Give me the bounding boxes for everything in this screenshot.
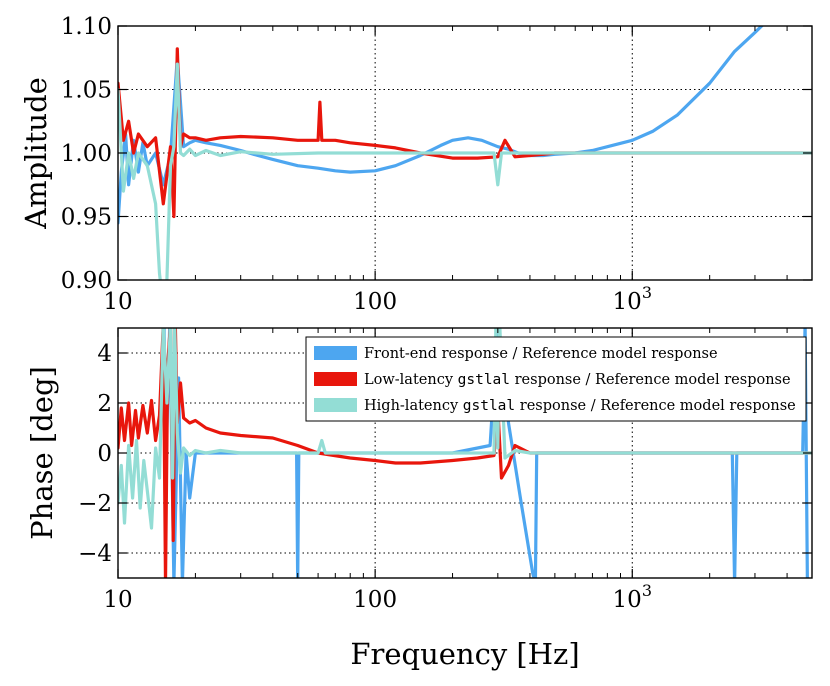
phase-y-axis-label: Phase [deg] xyxy=(25,366,59,540)
legend-box xyxy=(305,336,807,422)
phase-series-line-2 xyxy=(118,328,812,578)
phase-y-tick-label: 0 xyxy=(97,441,112,467)
amplitude-x-tick-label: 103 xyxy=(613,283,652,315)
legend-code-text: gstlal xyxy=(458,372,510,388)
legend-text-part: Low-latency xyxy=(364,372,458,388)
phase-y-tick-label: 4 xyxy=(97,341,112,367)
legend: Front-end response / Reference model res… xyxy=(305,336,807,422)
phase-panel: 10 100 103 −4 −2 0 2 4 Phase [deg] Frequency [H… xyxy=(25,327,813,671)
phase-x-tick-label: 100 xyxy=(353,587,397,613)
legend-text-part: response / Reference model response xyxy=(510,372,791,388)
legend-entry-label: Front-end response / Reference model res… xyxy=(364,346,718,362)
phase-x-tick-label: 10 xyxy=(103,587,132,613)
phase-y-tick-label: −4 xyxy=(78,541,112,567)
amplitude-x-tick-exponent: 3 xyxy=(642,283,652,302)
legend-swatch xyxy=(314,372,357,386)
legend-code-text: gstlal xyxy=(463,398,515,414)
amplitude-y-tick-label: 1.10 xyxy=(61,14,112,40)
legend-text-part: High-latency xyxy=(364,398,463,414)
phase-x-tick-label: 103 xyxy=(613,581,652,613)
amplitude-y-tick-label: 0.95 xyxy=(61,205,112,231)
amplitude-y-axis-label: Amplitude xyxy=(19,77,53,230)
amplitude-y-tick-label: 1.00 xyxy=(61,141,112,167)
phase-tick-labels: 10 100 103 −4 −2 0 2 4 xyxy=(78,341,652,613)
amplitude-y-tick-label: 1.05 xyxy=(61,78,112,104)
amplitude-series-line-1 xyxy=(118,26,764,225)
amplitude-ticks xyxy=(117,25,812,281)
frequency-x-axis-label: Frequency [Hz] xyxy=(350,637,579,671)
legend-swatch xyxy=(314,346,357,360)
phase-x-tick-exponent: 3 xyxy=(642,581,652,600)
amplitude-tick-labels: 10 100 103 0.90 0.95 1.00 1.05 1.10 xyxy=(61,14,652,315)
amplitude-y-tick-label: 0.90 xyxy=(61,268,112,294)
legend-entry-label: High-latency gstlal response / Reference… xyxy=(364,398,796,414)
amplitude-series-line-3 xyxy=(118,62,812,280)
legend-text-part: Front-end response / Reference model res… xyxy=(364,346,718,362)
amplitude-series xyxy=(118,26,812,280)
phase-y-tick-label: −2 xyxy=(78,491,112,517)
phase-y-tick-label: 2 xyxy=(97,391,112,417)
legend-text-part: response / Reference model response xyxy=(515,398,796,414)
legend-swatch xyxy=(314,398,357,412)
legend-entry-label: Low-latency gstlal response / Reference … xyxy=(364,372,791,388)
amplitude-x-tick-label: 100 xyxy=(353,289,397,315)
amplitude-x-tick-label: 10 xyxy=(103,289,132,315)
amplitude-series-line-2 xyxy=(118,47,812,219)
amplitude-panel: 10 100 103 0.90 0.95 1.00 1.05 1.10 Amplitude xyxy=(19,14,813,315)
